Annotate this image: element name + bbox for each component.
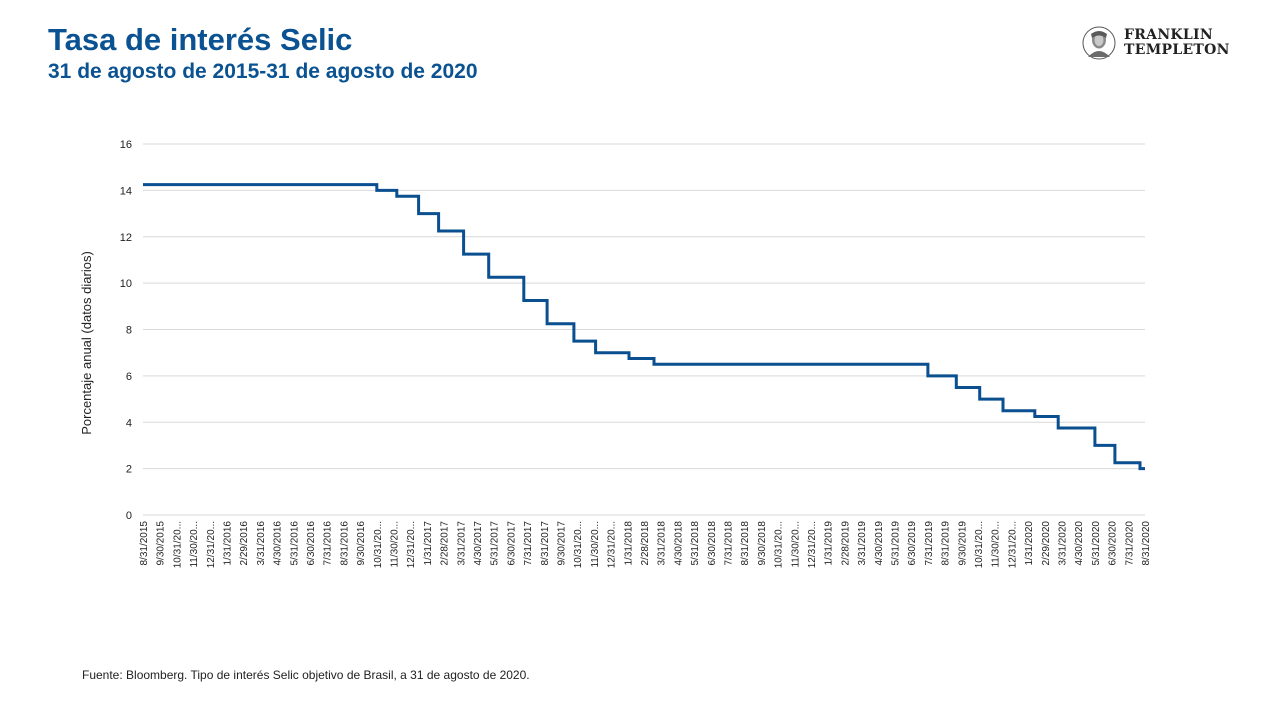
- benjamin-franklin-portrait-icon: [1082, 26, 1116, 60]
- x-tick-label: 1/31/2019: [824, 521, 835, 566]
- x-tick-label: 9/30/2019: [957, 521, 968, 566]
- x-tick-label: 6/30/2020: [1108, 521, 1119, 566]
- x-tick-label: 2/28/2017: [440, 521, 451, 566]
- x-tick-label: 7/31/2020: [1124, 521, 1135, 566]
- x-tick-label: 7/31/2017: [523, 521, 534, 566]
- x-tick-label: 5/31/2018: [690, 521, 701, 566]
- x-tick-label: 12/31/20...: [206, 521, 217, 568]
- x-tick-label: 3/31/2018: [657, 521, 668, 566]
- chart-gridlines: [143, 143, 1145, 516]
- x-tick-label: 6/30/2017: [506, 521, 517, 566]
- y-axis-label: Porcentaje anual (datos diarios): [79, 251, 94, 435]
- x-tick-label: 8/31/2019: [941, 521, 952, 566]
- x-tick-label: 5/31/2016: [289, 521, 300, 566]
- x-tick-label: 4/30/2017: [473, 521, 484, 566]
- x-tick-label: 10/31/20...: [774, 521, 785, 568]
- x-tick-label: 10/31/20...: [172, 521, 183, 568]
- x-tick-label: 3/31/2017: [456, 521, 467, 566]
- y-tick-label: 16: [120, 139, 132, 151]
- x-tick-label: 4/30/2018: [673, 521, 684, 566]
- x-tick-label: 12/31/20...: [607, 521, 618, 568]
- page-subtitle: 31 de agosto de 2015-31 de agosto de 202…: [48, 60, 478, 83]
- y-tick-label: 10: [120, 278, 132, 290]
- x-tick-label: 7/31/2019: [924, 521, 935, 566]
- x-tick-label: 5/31/2017: [490, 521, 501, 566]
- x-tick-label: 3/31/2020: [1058, 521, 1069, 566]
- x-tick-label: 2/28/2019: [840, 521, 851, 566]
- franklin-templeton-logo: FRANKLIN TEMPLETON: [1082, 26, 1230, 60]
- x-tick-label: 8/31/2018: [740, 521, 751, 566]
- x-tick-label: 2/29/2020: [1041, 521, 1052, 566]
- page-title: Tasa de interés Selic: [48, 22, 353, 57]
- y-axis-tick-labels: 0 2 4 6 8 10 12 14 16: [120, 139, 132, 522]
- y-tick-label: 8: [126, 325, 132, 337]
- y-tick-label: 14: [120, 185, 132, 197]
- x-tick-label: 5/31/2020: [1091, 521, 1102, 566]
- x-tick-label: 11/30/20...: [790, 521, 801, 568]
- x-tick-label: 3/31/2019: [857, 521, 868, 566]
- x-tick-label: 2/29/2016: [239, 521, 250, 566]
- x-tick-label: 8/31/2017: [540, 521, 551, 566]
- x-tick-label: 10/31/20...: [573, 521, 584, 568]
- x-tick-label: 12/31/20...: [1007, 521, 1018, 568]
- x-tick-label: 7/31/2018: [724, 521, 735, 566]
- x-axis-tick-labels: 8/31/2015 9/30/2015 10/31/20... 11/30/20...…: [139, 521, 1152, 569]
- x-tick-label: 11/30/20...: [991, 521, 1002, 568]
- x-tick-label: 7/31/2016: [323, 521, 334, 566]
- x-tick-label: 3/31/2016: [256, 521, 267, 566]
- y-tick-label: 12: [120, 232, 132, 244]
- logo-line-2: TEMPLETON: [1124, 42, 1230, 58]
- x-tick-label: 9/30/2015: [156, 521, 167, 566]
- x-tick-label: 1/31/2018: [623, 521, 634, 566]
- x-tick-label: 1/31/2017: [423, 521, 434, 566]
- x-tick-label: 6/30/2018: [707, 521, 718, 566]
- x-tick-label: 9/30/2017: [557, 521, 568, 566]
- x-tick-label: 2/28/2018: [640, 521, 651, 566]
- x-tick-label: 8/31/2020: [1141, 521, 1152, 566]
- x-tick-label: 9/30/2018: [757, 521, 768, 566]
- x-tick-label: 5/31/2019: [891, 521, 902, 566]
- x-tick-label: 10/31/20...: [373, 521, 384, 568]
- x-tick-label: 4/30/2020: [1074, 521, 1085, 566]
- y-tick-label: 6: [126, 371, 132, 383]
- logo-line-1: FRANKLIN: [1124, 27, 1213, 43]
- y-tick-label: 2: [126, 464, 132, 476]
- x-tick-label: 8/31/2015: [139, 521, 150, 566]
- x-tick-label: 12/31/20...: [807, 521, 818, 568]
- x-tick-label: 10/31/20...: [974, 521, 985, 568]
- x-tick-label: 11/30/20...: [390, 521, 401, 568]
- y-tick-label: 4: [126, 417, 132, 429]
- x-tick-label: 1/31/2016: [223, 521, 234, 566]
- x-tick-label: 8/31/2016: [339, 521, 350, 566]
- x-tick-label: 9/30/2016: [356, 521, 367, 566]
- x-tick-label: 12/31/20...: [406, 521, 417, 568]
- x-tick-label: 6/30/2016: [306, 521, 317, 566]
- y-tick-label: 0: [126, 510, 132, 522]
- x-tick-label: 6/30/2019: [907, 521, 918, 566]
- logo-wordmark: FRANKLIN TEMPLETON: [1124, 28, 1230, 58]
- source-note: Fuente: Bloomberg. Tipo de interés Selic…: [82, 668, 530, 682]
- x-tick-label: 4/30/2019: [874, 521, 885, 566]
- x-tick-label: 11/30/20...: [590, 521, 601, 568]
- x-tick-label: 11/30/20...: [189, 521, 200, 568]
- x-tick-label: 1/31/2020: [1024, 521, 1035, 566]
- x-tick-label: 4/30/2016: [273, 521, 284, 566]
- series-line-selic-rate: [143, 183, 1145, 471]
